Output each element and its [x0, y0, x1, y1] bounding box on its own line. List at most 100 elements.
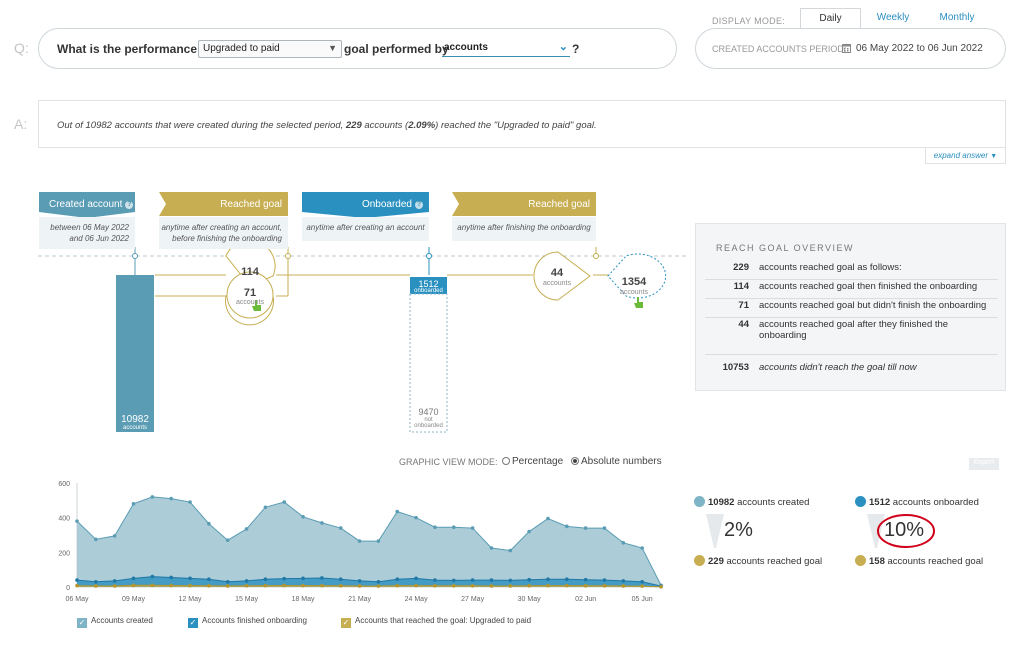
header-onboarded: Onboarded?: [302, 192, 429, 216]
series-accounts-created-point: [395, 509, 400, 514]
subject-select[interactable]: accounts ⌄: [442, 40, 570, 57]
expand-answer-link[interactable]: expand answer ▼: [925, 148, 1006, 164]
series-accounts-created-point: [169, 496, 173, 501]
answer-text: Out of 10982 accounts that were created …: [57, 120, 597, 131]
radio-absolute[interactable]: Absolute numbers: [571, 456, 662, 467]
series-accounts-onboarded-point: [621, 579, 626, 583]
overview-row: 229 accounts reached goal as follows:: [705, 262, 998, 280]
x-tick-label: 15 May: [235, 596, 258, 603]
tab-monthly[interactable]: Monthly: [939, 12, 975, 23]
stat-onboarded-goal: 158 accounts reached goal: [855, 555, 983, 567]
series-accounts-created-point: [414, 515, 418, 520]
y-tick-label: 0: [66, 585, 70, 592]
goal-after-count[interactable]: 44: [550, 267, 564, 279]
export-button[interactable]: Export: [969, 458, 999, 470]
legend-onboarded[interactable]: ✓ Accounts finished onboarding: [188, 616, 307, 628]
overview-row-text: accounts reached goal as follows:: [759, 262, 902, 273]
period-label: CREATED ACCOUNTS PERIOD:: [712, 44, 847, 54]
dot-icon: [855, 555, 866, 566]
series-accounts-goal-point: [338, 583, 343, 588]
header-onboarded-sub: anytime after creating an account: [302, 217, 429, 241]
series-accounts-created-point: [433, 525, 437, 529]
series-accounts-goal-point: [75, 583, 79, 588]
series-accounts-onboarded-line: [76, 576, 662, 587]
goal-before-bottom-circle: [226, 271, 274, 319]
help-icon[interactable]: ?: [415, 201, 423, 209]
y-tick-label: 400: [58, 516, 70, 523]
overview-row: 71 accounts reached goal but didn't fini…: [705, 300, 998, 318]
x-tick-label: 06 May: [66, 596, 89, 603]
series-accounts-onboarded-point: [546, 577, 550, 581]
stat-onboarded-text: accounts onboarded: [892, 497, 979, 508]
created-goal-percent: 2%: [724, 519, 753, 541]
series-accounts-onboarded-point: [75, 578, 79, 582]
series-accounts-onboarded-point: [131, 576, 136, 581]
checkbox-icon: ✓: [341, 618, 351, 628]
created-bar: [116, 275, 154, 432]
stat-onboarded: 1512 accounts onboarded: [855, 496, 979, 508]
stat-onboarded-num: 1512: [869, 497, 891, 508]
series-accounts-onboarded-point: [244, 579, 249, 583]
not-onboarded-count: 9470: [418, 407, 439, 417]
question-prefix: What is the performance of: [57, 42, 212, 56]
onboarded-count[interactable]: 1512: [418, 279, 439, 289]
overview-row-text: accounts reached goal after they finishe…: [759, 319, 949, 341]
legend-created-label: Accounts created: [91, 616, 153, 625]
highlight-circle: [877, 514, 935, 548]
tab-daily[interactable]: Daily: [800, 8, 861, 30]
header-goal-before-title: Reached goal: [220, 199, 282, 210]
overview-row-text: accounts reached goal but didn't finish …: [759, 300, 987, 311]
series-accounts-created-point: [602, 526, 607, 530]
legend-onboarded-label: Accounts finished onboarding: [202, 616, 307, 625]
header-onboarded-sub1: anytime after creating an account: [306, 223, 425, 232]
dot-icon: [694, 555, 705, 566]
header-goal-before-shape: [159, 192, 288, 216]
series-accounts-onboarded-point: [150, 574, 155, 579]
legend-goal-label: Accounts that reached the goal: Upgraded…: [355, 616, 532, 625]
x-tick-label: 09 May: [122, 596, 145, 603]
hand-pointer-icon: [252, 300, 261, 311]
goal-select[interactable]: Upgraded to paid ▼: [198, 40, 342, 58]
not-reached-after-count[interactable]: 1354: [621, 276, 647, 288]
x-tick-label: 27 May: [461, 596, 484, 603]
series-accounts-onboarded-point: [169, 575, 173, 580]
series-accounts-created-point: [565, 524, 569, 529]
overview-row-num: 44: [738, 319, 749, 330]
answer-goal-percent: 2.09%: [408, 120, 436, 131]
series-accounts-created-point: [621, 541, 626, 545]
answer-text-mid: accounts (: [361, 120, 409, 131]
goal-before-bottom-count[interactable]: 71: [243, 287, 257, 299]
calendar-icon[interactable]: [842, 43, 851, 56]
series-accounts-goal-point: [602, 583, 607, 588]
answer-box: [38, 100, 1006, 148]
chevron-down-icon: ▼: [990, 153, 998, 160]
radio-icon: [571, 457, 579, 465]
series-accounts-created-point: [301, 515, 305, 519]
legend-created[interactable]: ✓ Accounts created: [77, 616, 153, 628]
legend-goal[interactable]: ✓ Accounts that reached the goal: Upgrade…: [341, 616, 531, 628]
series-accounts-onboarded-point: [188, 576, 192, 581]
series-accounts-goal-point: [565, 583, 569, 588]
series-accounts-goal-point: [376, 584, 381, 588]
goal-before-top-count[interactable]: 114: [241, 266, 259, 278]
series-accounts-onboarded-point: [376, 580, 381, 584]
series-accounts-goal-point: [508, 584, 513, 588]
header-onboarded-title: Onboarded: [361, 199, 412, 210]
series-accounts-onboarded-point: [451, 578, 456, 583]
tab-weekly[interactable]: Weekly: [876, 12, 910, 23]
series-accounts-onboarded-point: [433, 578, 437, 582]
series-accounts-goal-point: [640, 584, 644, 588]
checkbox-icon: ✓: [188, 618, 198, 628]
stat-onboarded-goal-num: 158: [869, 556, 885, 567]
header-created-title: Created account: [49, 199, 123, 210]
radio-percentage[interactable]: Percentage: [502, 456, 563, 467]
stat-created-goal-text: accounts reached goal: [726, 556, 823, 567]
header-goal-after-title: Reached goal: [528, 199, 590, 210]
help-icon[interactable]: ?: [125, 201, 134, 209]
overview-row-num: 229: [733, 262, 749, 273]
series-accounts-goal-point: [225, 584, 230, 588]
goal-select-value: Upgraded to paid: [203, 43, 280, 54]
onboarded-goal-percent: 10%: [884, 519, 925, 541]
checkbox-icon: ✓: [77, 618, 87, 628]
series-accounts-created-point: [207, 521, 211, 526]
